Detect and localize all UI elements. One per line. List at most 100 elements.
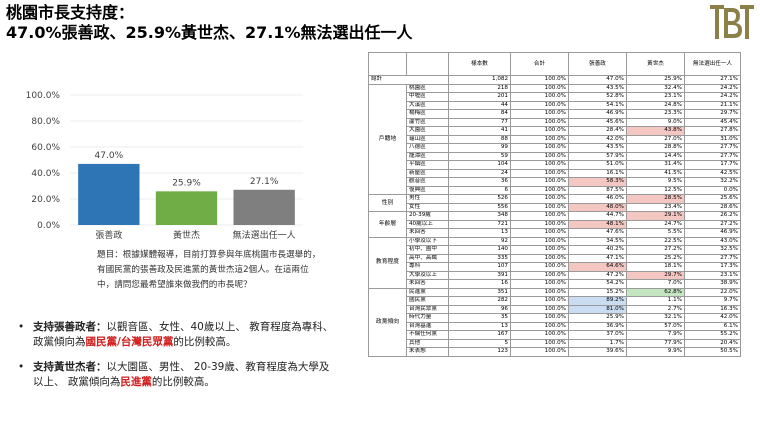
finding-heading: 支持張善政者： xyxy=(33,321,107,333)
cell-value: 31.4% xyxy=(626,160,685,170)
cell-value: 23.1% xyxy=(626,92,685,102)
cell-value: 24.7% xyxy=(626,219,685,229)
cell-value: 27.7% xyxy=(684,143,741,153)
cell-value: 7.0% xyxy=(626,279,685,289)
cell-value: 100.0% xyxy=(510,177,569,187)
table-row: 八德區 99 100.0% 43.5% 28.8% 27.7% xyxy=(369,143,741,153)
cell-value: 5 xyxy=(448,338,511,348)
cell-value: 100.0% xyxy=(510,83,569,93)
cell-value: 100.0% xyxy=(510,270,569,280)
cell-value: 100.0% xyxy=(510,160,569,170)
cell-value: 59 xyxy=(448,151,511,161)
table-row: 女性 556 100.0% 48.0% 23.4% 28.6% xyxy=(369,202,741,212)
cell-value: 282 xyxy=(448,296,511,306)
row-label: 台灣基進 xyxy=(406,321,449,331)
cell-value: 107 xyxy=(448,262,511,272)
cell-value: 24.8% xyxy=(626,100,685,110)
cell-value: 20.4% xyxy=(684,338,741,348)
cell-value: 100.0% xyxy=(510,202,569,212)
row-label: 時代力量 xyxy=(406,313,449,323)
cell-value: 100.0% xyxy=(510,219,569,229)
crosstab-table: 樣本數 合計 張善政 黃世杰 無法選出任一人 總計 1,082 100.0% 47.0% 25.9… xyxy=(368,52,741,357)
cell-value: 40.2% xyxy=(568,245,627,255)
cell-value: 35 xyxy=(448,313,511,323)
cell-value: 100.0% xyxy=(510,287,569,297)
cell-value: 1,082 xyxy=(448,75,511,85)
cell-value: 100.0% xyxy=(510,253,569,263)
cell-value: 48.1% xyxy=(568,219,627,229)
y-tick-label: 100.0% xyxy=(26,91,61,101)
cell-value: 77 xyxy=(448,117,511,127)
cell-value: 45.4% xyxy=(684,117,741,127)
cell-value: 104 xyxy=(448,160,511,170)
row-label: 大學及以上 xyxy=(406,270,449,280)
table-row: 專科 107 100.0% 64.6% 18.1% 17.3% xyxy=(369,262,741,272)
cell-value: 89.2% xyxy=(568,296,627,306)
table-row: 政黨傾向 民進黨 351 100.0% 15.2% 62.8% 22.0% xyxy=(368,287,741,357)
cell-value: 1.1% xyxy=(626,296,685,306)
cell-value: 526 xyxy=(448,194,511,204)
cell-value: 6.1% xyxy=(684,321,741,331)
row-label: 國民黨 xyxy=(406,296,449,306)
cell-value: 36 xyxy=(448,177,511,187)
support-bar-chart: 100.0% 80.0% 60.0% 40.0% 20.0% 0.0% 47.0% 張善政 25… xyxy=(26,91,303,241)
table-row: 新屋區 24 100.0% 16.1% 41.5% 42.5% xyxy=(369,168,741,178)
cell-value: 16.1% xyxy=(568,168,627,178)
row-label: 中壢區 xyxy=(406,92,449,102)
finding-text: 以大園區、男性、 20-39歲、教育程度為大學及以上、 政黨傾向為 xyxy=(33,361,330,388)
cell-value: 100.0% xyxy=(510,168,569,178)
group-label: 戶籍地 xyxy=(368,83,407,195)
x-category-label: 無法選出任一人 xyxy=(233,229,296,241)
cell-value: 45.6% xyxy=(568,117,627,127)
cell-value: 88 xyxy=(448,134,511,144)
row-label: 龍潭區 xyxy=(406,151,449,161)
cell-value: 16 xyxy=(448,279,511,289)
cell-value: 28.5% xyxy=(626,194,685,204)
cell-value: 27.8% xyxy=(684,126,741,136)
table-row: 復興區 6 100.0% 87.5% 12.5% 0.0% xyxy=(369,185,741,195)
row-label: 龜山區 xyxy=(406,134,449,144)
cell-value: 42.0% xyxy=(568,134,627,144)
table-header-row: 樣本數 合計 張善政 黃世杰 無法選出任一人 xyxy=(368,52,741,76)
cell-value: 25.2% xyxy=(626,253,685,263)
group-label: 教育程度 xyxy=(368,236,407,289)
cell-value: 39.6% xyxy=(568,347,627,357)
cell-value: 57.9% xyxy=(568,151,627,161)
cell-value: 0.0% xyxy=(684,185,741,195)
cell-value: 100.0% xyxy=(510,321,569,331)
cell-value: 87.5% xyxy=(568,185,627,195)
row-label: 20-39歲 xyxy=(406,211,449,221)
cell-value: 100.0% xyxy=(510,126,569,136)
table-row: 大園區 41 100.0% 28.4% 43.8% 27.8% xyxy=(369,126,741,136)
cell-value: 14.4% xyxy=(626,151,685,161)
row-label: 總計 xyxy=(368,75,449,85)
cell-value: 100.0% xyxy=(510,347,569,357)
question-note: 題目：根據媒體報導，目前打算參與年底桃園市長選舉的，有國民黨的張善政及民進黨的黃… xyxy=(97,250,321,290)
cell-value: 9.7% xyxy=(684,296,741,306)
crosstab-table-container: 樣本數 合計 張善政 黃世杰 無法選出任一人 總計 1,082 100.0% 47.0% 25.9… xyxy=(368,52,741,424)
table-row: 年齡層 20-39歲 348 100.0% 44.7% 29.1% 26.2% xyxy=(368,211,741,238)
cell-value: 29.7% xyxy=(684,109,741,119)
findings-list: • 支持張善政者：以觀音區、女性、40歲以上、 教育程度為專科、政黨傾向為國民黨… xyxy=(18,320,338,400)
cell-value: 25.9% xyxy=(568,313,627,323)
cell-value: 77.9% xyxy=(626,338,685,348)
finding-text-end: 的比例較高。 xyxy=(173,336,237,348)
cell-value: 100.0% xyxy=(510,262,569,272)
cell-value: 16.3% xyxy=(684,304,741,314)
cell-value: 47.2% xyxy=(568,270,627,280)
cell-value: 54.2% xyxy=(568,279,627,289)
cell-value: 100.0% xyxy=(510,304,569,314)
finding-item: • 支持張善政者：以觀音區、女性、40歲以上、 教育程度為專科、政黨傾向為國民黨… xyxy=(18,320,338,350)
bar-value-label: 27.1% xyxy=(250,177,279,187)
cell-value: 100.0% xyxy=(510,194,569,204)
cell-value: 41 xyxy=(448,126,511,136)
row-label: 八德區 xyxy=(406,143,449,153)
table-row: 大學及以上 391 100.0% 47.2% 29.7% 23.1% xyxy=(369,270,741,280)
cell-value: 32.1% xyxy=(626,313,685,323)
row-label: 台灣民眾黨 xyxy=(406,304,449,314)
cell-value: 23.1% xyxy=(684,270,741,280)
cell-value: 100.0% xyxy=(510,75,569,85)
finding-item: • 支持黃世杰者：以大園區、男性、 20-39歲、教育程度為大學及以上、 政黨傾… xyxy=(18,360,338,390)
cell-value: 42.5% xyxy=(684,168,741,178)
cell-value: 58.3% xyxy=(568,177,627,187)
